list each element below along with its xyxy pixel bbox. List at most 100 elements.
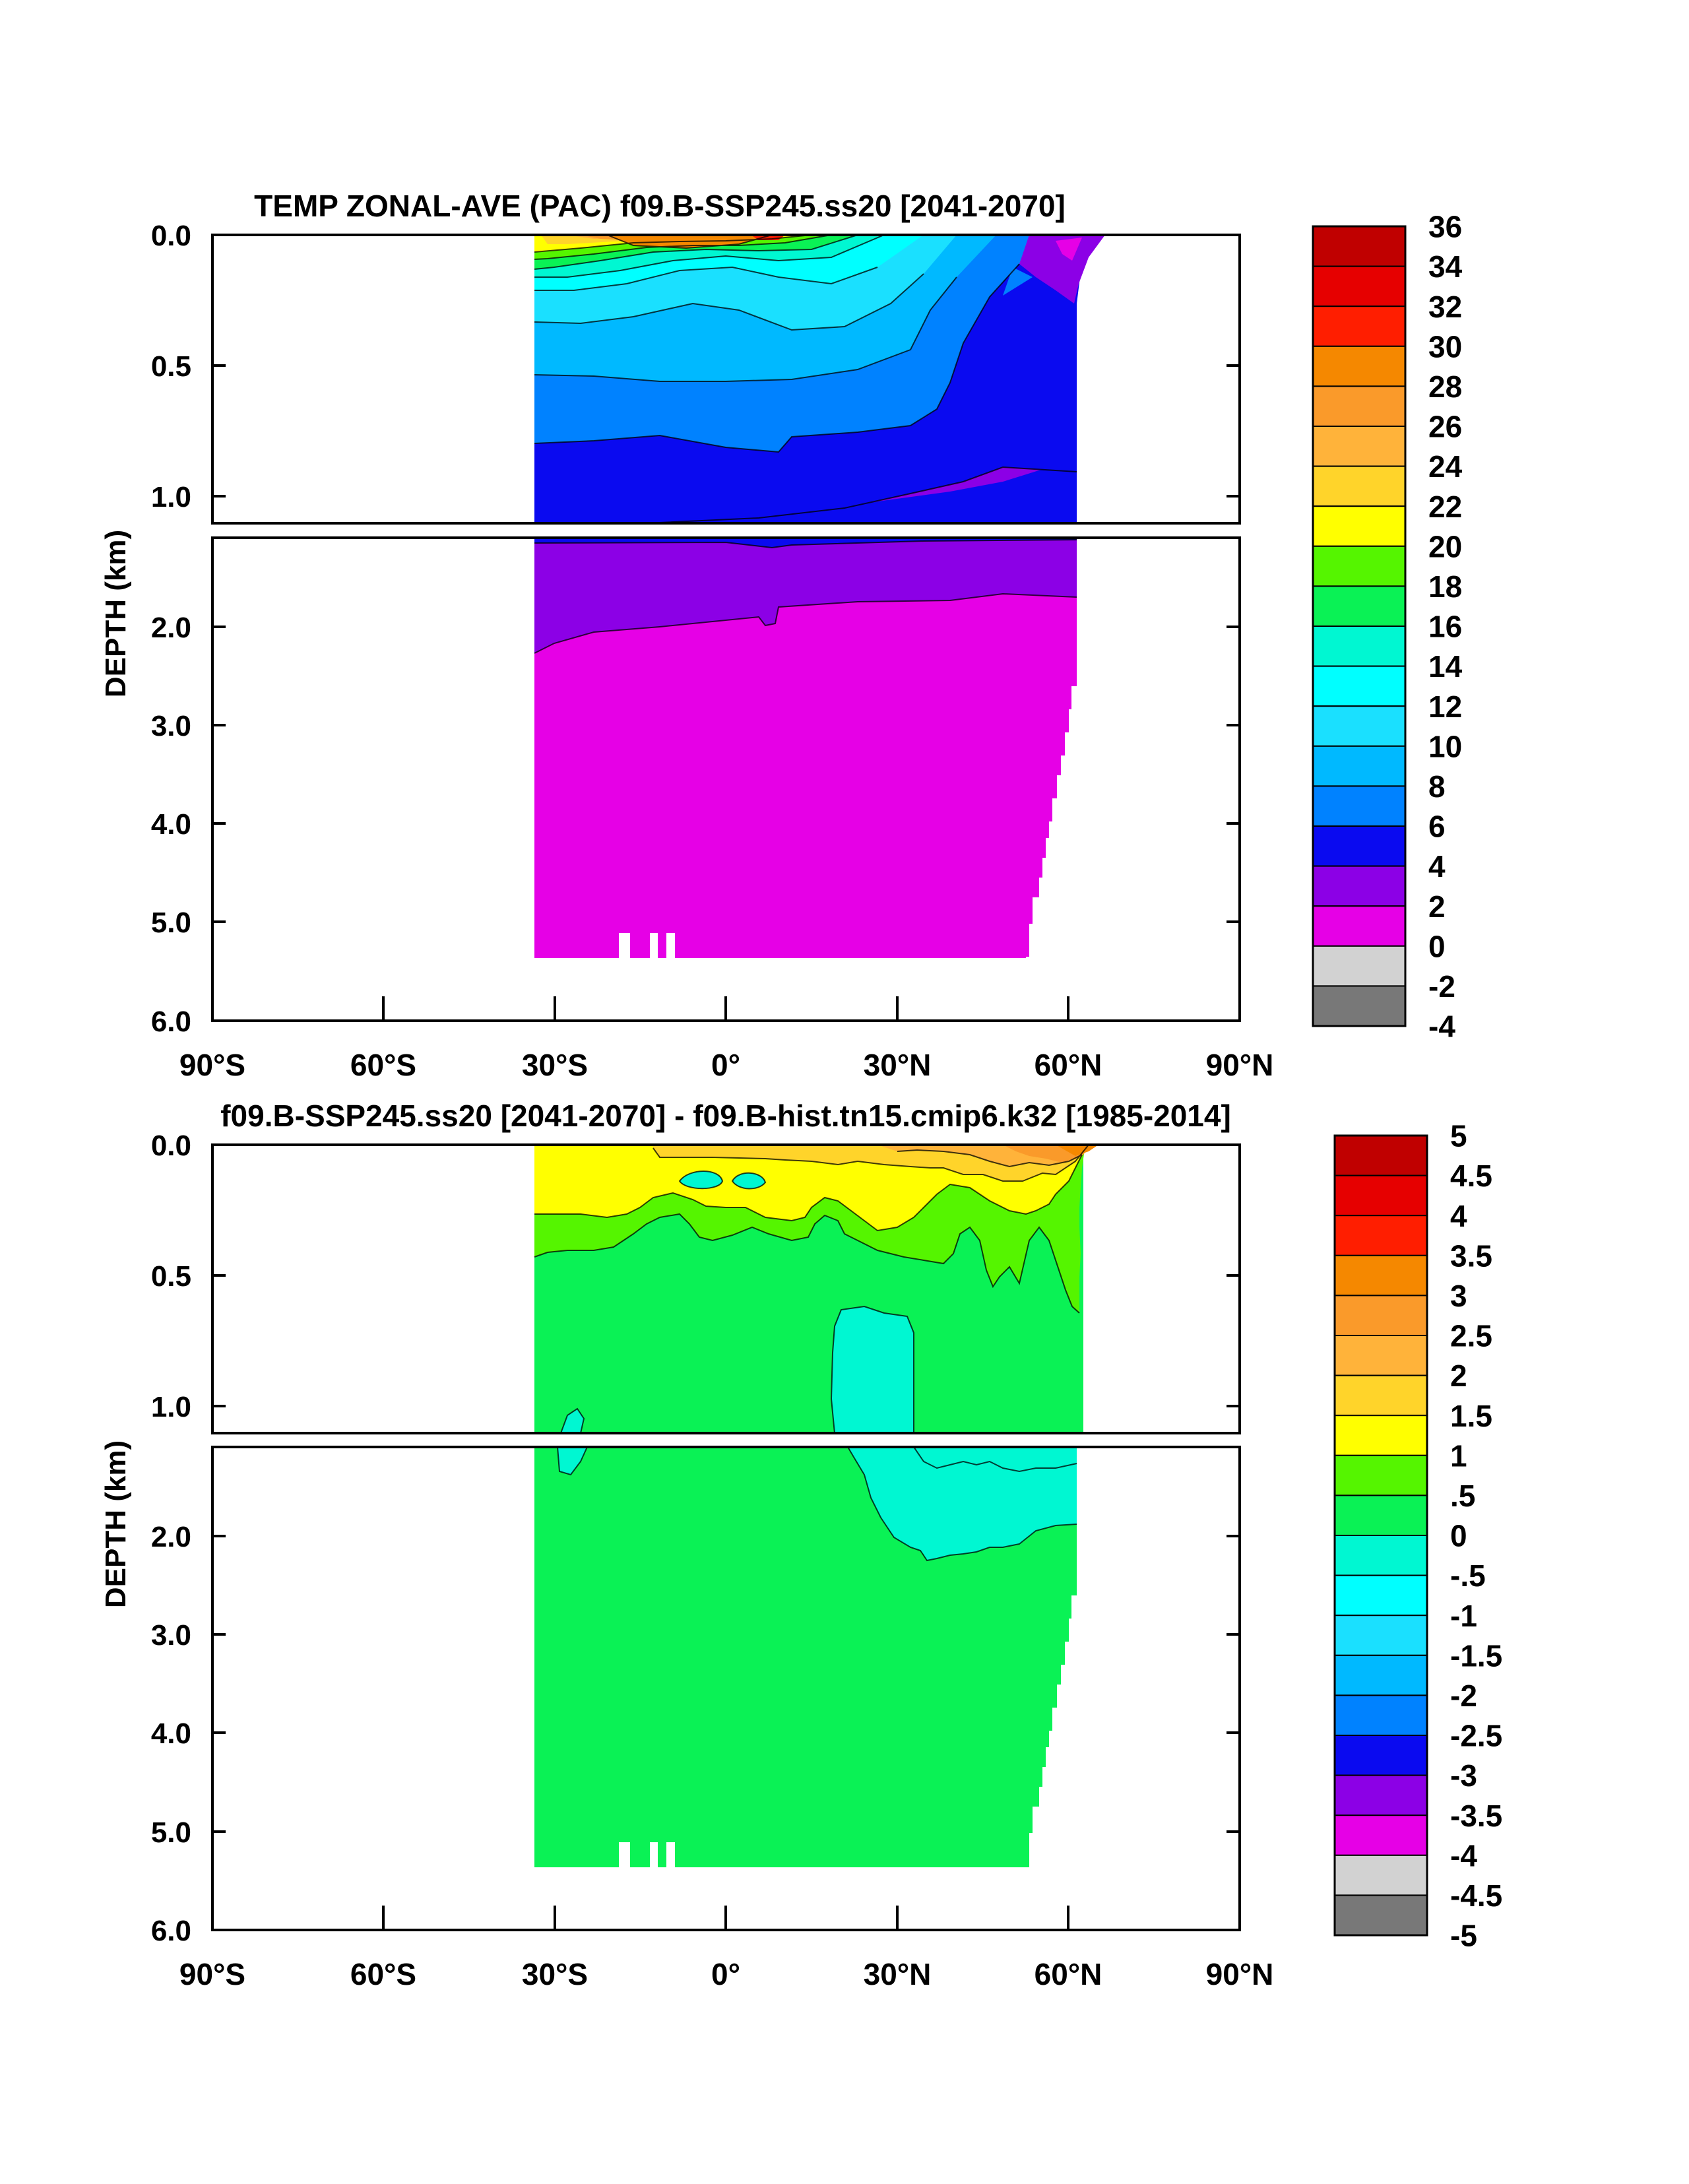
panel-2-x-ticks [382, 1906, 1069, 1930]
colorbar-2-label-16: -3 [1450, 1758, 1477, 1793]
colorbar-1-cell-5 [1312, 426, 1406, 467]
panel-2-xtick-6: 90°N [1206, 1957, 1274, 1991]
panel-1-xtick-4: 30°N [864, 1048, 932, 1082]
colorbar-2-cell-18 [1334, 1854, 1428, 1896]
colorbar-1-label-19: -2 [1428, 969, 1455, 1004]
panel-2-ytick-7: 6.0 [151, 1915, 191, 1947]
panel-1-xtick-3: 0° [711, 1048, 740, 1082]
panel-2-ytick-3: 2.0 [151, 1521, 191, 1553]
colorbar-1-label-11: 14 [1428, 649, 1463, 684]
colorbar-1-label-1: 34 [1428, 249, 1463, 284]
panel-2-lower-field [534, 1447, 1077, 1869]
colorbar-2-cell-6 [1334, 1374, 1428, 1417]
colorbar-2-label-12: -1 [1450, 1599, 1477, 1633]
colorbar-1-cell-17 [1312, 905, 1406, 947]
colorbar-1-cell-10 [1312, 626, 1406, 667]
colorbar-1-cell-11 [1312, 665, 1406, 707]
colorbar-1-label-15: 6 [1428, 810, 1446, 844]
colorbar-1-label-13: 10 [1428, 729, 1462, 763]
colorbar-2-cell-2 [1334, 1215, 1428, 1256]
panel-2-xtick-0: 90°S [179, 1957, 245, 1991]
panel-2-xtick-5: 60°N [1035, 1957, 1102, 1991]
colorbar-1-label-4: 28 [1428, 369, 1462, 404]
panel-1-xtick-1: 60°S [350, 1048, 416, 1082]
colorbar-1-cell-0 [1312, 226, 1406, 267]
panel-2-colorbar: 54.543.532.521.51.50-.5-1-1.5-2-2.5-3-3.… [1333, 1119, 1502, 1953]
colorbar-1-cell-8 [1312, 545, 1406, 587]
panel-2-ytick-2: 1.0 [151, 1391, 191, 1423]
colorbar-1-cell-7 [1312, 505, 1406, 547]
colorbar-2-label-3: 3.5 [1450, 1238, 1492, 1273]
panel-1-ytick-3: 2.0 [151, 612, 191, 644]
colorbar-1-cell-14 [1312, 785, 1406, 827]
panel-1-xtick-2: 30°S [522, 1048, 588, 1082]
colorbar-2-cell-13 [1334, 1654, 1428, 1696]
colorbar-2-label-6: 2 [1450, 1359, 1467, 1393]
colorbar-2-label-20: -5 [1450, 1919, 1477, 1953]
panel-2-upper-frame [211, 1143, 1241, 1434]
colorbar-2-label-14: -2 [1450, 1679, 1477, 1713]
panel-1-upper-field [534, 235, 1105, 523]
colorbar-2-label-19: -4.5 [1450, 1879, 1502, 1913]
colorbar-2-cell-7 [1334, 1415, 1428, 1456]
colorbar-1-label-0: 36 [1428, 210, 1462, 244]
panel-1-lower-field [534, 538, 1077, 959]
panel-2-y-tick-labels: 0.0 0.5 1.0 2.0 3.0 4.0 5.0 6.0 [151, 1130, 191, 1947]
panel-1-ylabel: DEPTH (km) [100, 530, 132, 697]
panel-1-ytick-0: 0.0 [151, 220, 191, 252]
colorbar-1-cell-16 [1312, 865, 1406, 907]
panel-1-x-tick-labels: 90°S 60°S 30°S 0° 30°N 60°N 90°N [179, 1048, 1274, 1082]
panel-2-ylabel: DEPTH (km) [100, 1440, 132, 1608]
colorbar-1-label-14: 8 [1428, 769, 1446, 804]
colorbar-1-cell-4 [1312, 385, 1406, 428]
colorbar-2-cell-16 [1334, 1774, 1428, 1816]
colorbar-1-cell-2 [1312, 305, 1406, 347]
panel-1-x-ticks [382, 996, 1069, 1021]
panel-2-ytick-4: 3.0 [151, 1619, 191, 1652]
colorbar-1-cell-9 [1312, 585, 1406, 627]
panel-1: TEMP ZONAL-AVE (PAC) f09.B-SSP245.ss20 [… [100, 189, 1463, 1082]
colorbar-1-label-6: 24 [1428, 449, 1463, 484]
colorbar-1-label-9: 18 [1428, 569, 1462, 604]
colorbar-2-cell-17 [1334, 1815, 1428, 1856]
colorbar-2-label-4: 3 [1450, 1279, 1467, 1313]
colorbar-1-cell-13 [1312, 745, 1406, 787]
panel-1-upper-frame [211, 234, 1241, 525]
panel-2-xtick-2: 30°S [522, 1957, 588, 1991]
colorbar-2-label-13: -1.5 [1450, 1638, 1502, 1673]
panel-1-y-ticks [212, 234, 1240, 923]
colorbar-2-cell-0 [1334, 1135, 1428, 1176]
colorbar-2-label-15: -2.5 [1450, 1719, 1502, 1753]
colorbar-1-label-12: 12 [1428, 690, 1462, 724]
colorbar-2-label-5: 2.5 [1450, 1319, 1492, 1353]
colorbar-2-cell-10 [1334, 1535, 1428, 1576]
panel-1-xtick-6: 90°N [1206, 1048, 1274, 1082]
panel-1-xtick-0: 90°S [179, 1048, 245, 1082]
colorbar-1-label-10: 16 [1428, 610, 1462, 644]
panel-2-x-tick-labels: 90°S 60°S 30°S 0° 30°N 60°N 90°N [179, 1957, 1274, 1991]
colorbar-1-cell-6 [1312, 465, 1406, 507]
colorbar-1-frame [1312, 225, 1407, 1027]
colorbar-1-label-8: 20 [1428, 529, 1462, 563]
panel-2-ytick-1: 0.5 [151, 1260, 191, 1293]
panel-1-title: TEMP ZONAL-AVE (PAC) f09.B-SSP245.ss20 [… [254, 189, 1066, 223]
colorbar-1-cell-19 [1312, 985, 1406, 1027]
panel-2-title: f09.B-SSP245.ss20 [2041-2070] - f09.B-hi… [220, 1099, 1231, 1133]
panel-2: f09.B-SSP245.ss20 [2041-2070] - f09.B-hi… [100, 1099, 1502, 1991]
colorbar-2-label-10: 0 [1450, 1519, 1467, 1553]
panel-1-ytick-7: 6.0 [151, 1006, 191, 1038]
colorbar-1-cell-3 [1312, 345, 1406, 387]
colorbar-1-label-3: 30 [1428, 329, 1462, 364]
panel-2-ytick-6: 5.0 [151, 1816, 191, 1849]
colorbar-2-label-0: 5 [1450, 1119, 1467, 1153]
colorbar-2-label-18: -4 [1450, 1838, 1477, 1873]
colorbar-2-cell-14 [1334, 1694, 1428, 1736]
colorbar-1-label-18: 0 [1428, 929, 1446, 963]
colorbar-2-cell-5 [1334, 1335, 1428, 1376]
colorbar-2-label-9: .5 [1450, 1479, 1475, 1513]
panel-1-xtick-5: 60°N [1035, 1048, 1102, 1082]
panel-2-ytick-0: 0.0 [151, 1130, 191, 1162]
colorbar-2-label-8: 1 [1450, 1438, 1467, 1473]
